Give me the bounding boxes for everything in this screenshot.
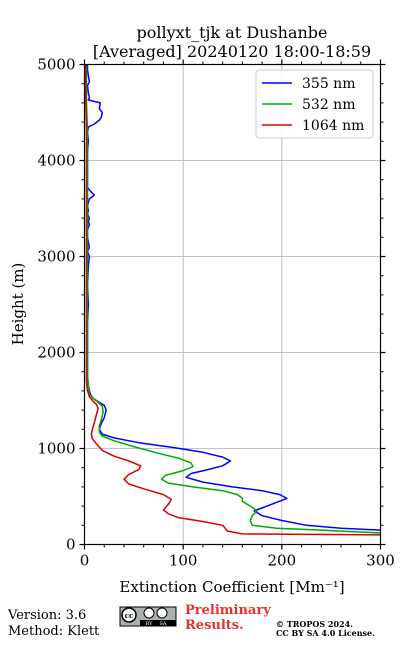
x-tick-label: 0 (80, 552, 90, 570)
y-tick-label: 5000 (37, 56, 75, 74)
series-line-1064-nm (84, 64, 381, 536)
license-logo-strip (140, 620, 176, 626)
legend-label-532: 532 nm (302, 97, 355, 113)
y-tick-label: 3000 (37, 248, 75, 266)
y-tick-label: 1000 (37, 440, 75, 458)
method-text: Method: Klett (8, 624, 100, 639)
y-axis-label: Height (m) (9, 263, 27, 346)
x-axis-label: Extinction Coefficient [Mm⁻¹] (119, 578, 344, 596)
y-tick-label: 2000 (37, 344, 75, 362)
chart-title-line2: [Averaged] 20240120 18:00-18:59 (93, 42, 371, 61)
chart-title-line1: pollyxt_tjk at Dushanbe (136, 23, 327, 42)
sa-share-icon (156, 607, 168, 619)
sa-logo-text: SA (159, 621, 166, 627)
y-tick-label: 4000 (37, 152, 75, 170)
series-line-532-nm (85, 64, 381, 534)
by-person-icon (143, 607, 155, 619)
cc-circle-icon (121, 607, 137, 623)
legend-box (255, 69, 374, 139)
cc-logo-text: cc (125, 611, 134, 620)
by-logo-text: BY (146, 621, 154, 627)
plot-frame (83, 63, 382, 546)
preliminary-text-line2: Results. (185, 618, 244, 633)
x-tick-label: 100 (169, 552, 198, 570)
license-text-line2: CC BY SA 4.0 License. (276, 628, 375, 638)
x-tick-label: 200 (268, 552, 297, 570)
preliminary-text-line1: Preliminary (185, 603, 271, 618)
version-text: Version: 3.6 (7, 608, 86, 623)
x-tick-label: 300 (366, 552, 395, 570)
legend-label-355: 355 nm (302, 76, 355, 92)
series-layer (84, 64, 381, 536)
y-tick-label: 0 (66, 536, 76, 554)
legend-label-1064: 1064 nm (302, 118, 364, 134)
legend: 355 nm 532 nm 1064 nm (255, 69, 374, 139)
cc-by-sa-icon: cc BY SA (119, 606, 177, 627)
license-text-line1: © TROPOS 2024. (276, 619, 353, 629)
